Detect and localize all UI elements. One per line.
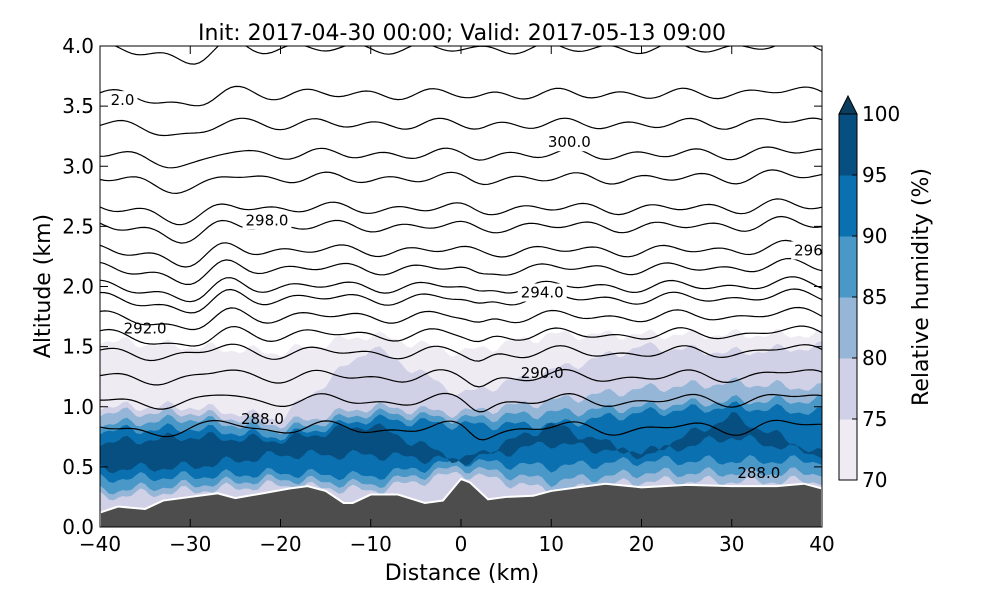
isentrope-line — [100, 215, 822, 244]
isentrope-line — [100, 198, 822, 226]
isentrope-line — [100, 288, 822, 314]
contour-label-bg — [242, 211, 292, 230]
colorbar-segment-70 — [839, 419, 857, 481]
colorbar-extend-arrow — [838, 94, 858, 115]
colorbar-segment-75 — [839, 358, 857, 420]
colorbar: 70 75 80 85 90 95 100 — [838, 94, 900, 492]
contour-label-bg — [107, 91, 138, 110]
contour-label: 300.0 — [548, 133, 591, 151]
x-tick-label: 20 — [629, 532, 654, 556]
y-tick-label: 1.5 — [62, 335, 94, 359]
contour-label-bg — [544, 133, 594, 152]
isentrope-line — [100, 392, 822, 413]
y-tick-label: 2.0 — [62, 275, 94, 299]
y-tick-label: 1.0 — [62, 395, 94, 419]
isentrope-line — [100, 325, 822, 347]
contour-label-bg — [791, 241, 822, 260]
isentrope-line — [100, 419, 822, 441]
chart-title: Init: 2017-04-30 00:00; Valid: 2017-05-1… — [198, 21, 726, 46]
rh-band-90 — [100, 401, 822, 483]
isentrope-line — [100, 117, 822, 137]
colorbar-tick-label: 95 — [862, 163, 887, 187]
x-tick-label: −10 — [350, 532, 392, 556]
contour-label: 292.0 — [124, 320, 167, 338]
x-tick-label: −30 — [169, 532, 211, 556]
contour-label: 288.0 — [241, 410, 284, 428]
isentrope-line — [100, 146, 822, 169]
contour-label: 2.0 — [111, 91, 135, 109]
isentrope-line — [100, 85, 822, 107]
contour-label: 294.0 — [521, 284, 564, 302]
colorbar-tick-label: 75 — [862, 407, 887, 431]
y-axis-label: Altitude (km) — [31, 214, 56, 358]
terrain — [100, 477, 822, 527]
isentrope-line — [100, 239, 822, 268]
x-tick-label: 0 — [455, 532, 468, 556]
x-axis-label: Distance (km) — [385, 561, 540, 586]
axes: −40 −30 −20 −10 0 10 20 30 40 0.0 0.5 1.0 1.5 2.0 2.5 3… — [62, 34, 835, 556]
isentrope-line — [100, 368, 822, 388]
isentrope-line — [100, 306, 822, 331]
rh-band-95 — [100, 412, 822, 474]
contour-label: 298.0 — [245, 211, 288, 229]
isentrope-line — [100, 257, 822, 285]
y-tick-label: 3.5 — [62, 94, 94, 118]
colorbar-segment-95 — [839, 114, 857, 176]
isentrope-line — [100, 343, 822, 362]
y-tick-label: 0.0 — [62, 515, 94, 539]
colorbar-tick-label: 80 — [862, 346, 887, 370]
colorbar-tick-label: 70 — [862, 468, 887, 492]
colorbar-tick-label: 90 — [862, 224, 887, 248]
colorbar-tick-label: 85 — [862, 285, 887, 309]
x-tick-label: 30 — [719, 532, 744, 556]
contour-label: 296 — [794, 241, 823, 259]
x-tick-label: 40 — [809, 532, 834, 556]
colorbar-tick-label: 100 — [862, 102, 900, 126]
x-tick-label: −20 — [259, 532, 301, 556]
x-tick-label: −40 — [79, 532, 121, 556]
contour-label-bg — [517, 283, 567, 302]
colorbar-segment-80 — [839, 297, 857, 359]
colorbar-label: Relative humidity (%) — [909, 168, 934, 406]
plot-area: 2.0 300.0 298.0 296 294.0 292.0 290.0 288.0 288.… — [100, 46, 823, 527]
contour-label: 288.0 — [737, 464, 780, 482]
colorbar-segment-85 — [839, 236, 857, 298]
y-tick-label: 4.0 — [62, 34, 94, 58]
isentrope-line — [100, 169, 822, 195]
isentrope-line — [100, 276, 822, 303]
colorbar-segment-90 — [839, 175, 857, 237]
y-tick-label: 0.5 — [62, 455, 94, 479]
contour-label: 290.0 — [521, 364, 564, 382]
x-tick-label: 10 — [539, 532, 564, 556]
y-tick-label: 3.0 — [62, 154, 94, 178]
y-tick-label: 2.5 — [62, 214, 94, 238]
